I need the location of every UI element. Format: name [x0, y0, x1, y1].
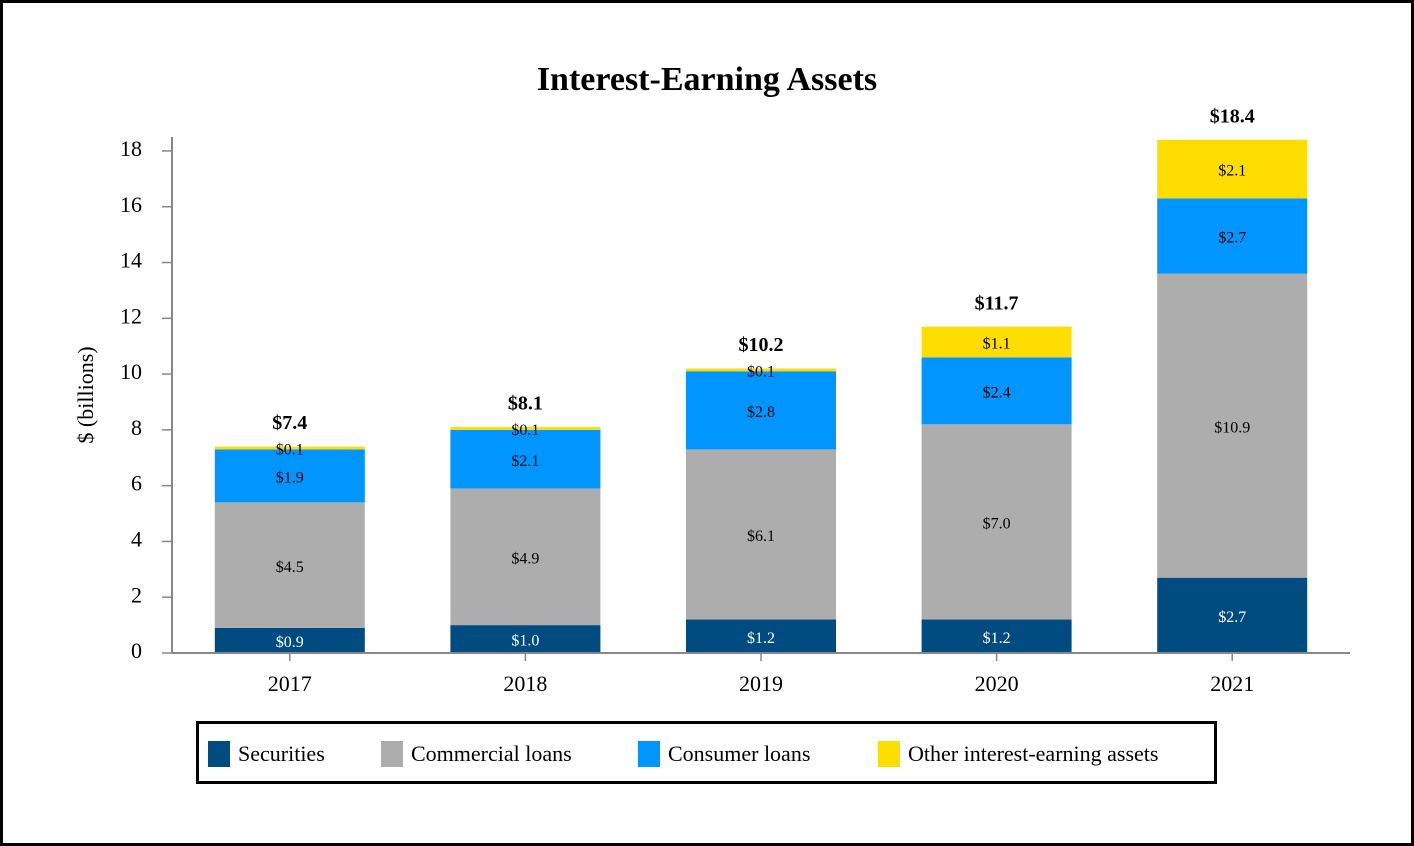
- value-label: $0.1: [747, 364, 775, 381]
- legend-label: Securities: [238, 741, 325, 766]
- bar-segment: [450, 488, 601, 626]
- bar-segment: [214, 502, 365, 628]
- total-label: $8.1: [508, 393, 543, 415]
- legend-swatch: [208, 741, 230, 767]
- bar-segment: [921, 326, 1072, 358]
- value-label: $4.5: [276, 559, 304, 576]
- value-label: $1.9: [276, 470, 304, 487]
- legend-label: Other interest-earning assets: [908, 741, 1158, 766]
- x-tick-label: 2021: [1210, 671, 1254, 696]
- value-label: $1.1: [983, 336, 1011, 353]
- bar-segment: [921, 357, 1072, 425]
- bar-segment: [450, 625, 601, 653]
- y-tick-label: 12: [120, 303, 142, 328]
- value-label: $10.9: [1214, 419, 1250, 436]
- bar-segment: [214, 446, 365, 450]
- bar-segment: [1157, 577, 1308, 653]
- bar-segment: [686, 449, 836, 620]
- legend-swatch: [878, 741, 900, 767]
- value-label: $2.7: [1218, 230, 1246, 247]
- y-tick-label: 2: [131, 582, 142, 607]
- value-label: $6.1: [747, 528, 775, 545]
- y-axis-label: $ (billions): [73, 346, 98, 443]
- y-tick-label: 4: [131, 526, 142, 551]
- y-tick-label: 10: [120, 359, 142, 384]
- bar-segment: [450, 427, 601, 430]
- value-label: $7.0: [983, 516, 1011, 533]
- total-label: $10.2: [739, 334, 784, 356]
- x-tick-label: 2020: [975, 671, 1019, 696]
- legend-swatch: [381, 741, 403, 767]
- y-tick-label: 14: [120, 248, 142, 273]
- y-tick-label: 6: [131, 471, 142, 496]
- bar-segment: [1157, 273, 1308, 578]
- x-tick-label: 2017: [268, 671, 312, 696]
- bar-segment: [214, 627, 365, 653]
- x-tick-label: 2018: [503, 671, 547, 696]
- bar-segment: [450, 429, 601, 489]
- y-tick-label: 18: [120, 136, 142, 161]
- bar-segment: [214, 449, 365, 503]
- chart-title: Interest-Earning Assets: [537, 61, 877, 98]
- value-label: $0.9: [276, 634, 304, 651]
- legend-swatch: [638, 741, 660, 767]
- bar-segment: [686, 619, 836, 653]
- value-label: $2.1: [1218, 163, 1246, 180]
- bar-segment: [921, 424, 1072, 620]
- bar-segment: [1157, 139, 1308, 199]
- legend-box: [196, 721, 1217, 784]
- bar-segment: [921, 619, 1072, 653]
- value-label: $4.9: [511, 550, 539, 567]
- bar-segment: [1157, 198, 1308, 274]
- value-label: $2.4: [983, 384, 1011, 401]
- value-label: $0.1: [276, 442, 304, 459]
- value-label: $1.2: [747, 630, 775, 647]
- value-label: $0.1: [511, 422, 539, 439]
- value-label: $1.2: [983, 630, 1011, 647]
- legend-label: Consumer loans: [668, 741, 810, 766]
- x-tick-label: 2019: [739, 671, 783, 696]
- legend-label: Commercial loans: [411, 741, 572, 766]
- value-label: $2.8: [747, 404, 775, 421]
- value-label: $2.1: [511, 453, 539, 470]
- total-label: $11.7: [975, 292, 1019, 314]
- value-label: $1.0: [511, 633, 539, 650]
- bar-segment: [686, 368, 836, 372]
- y-tick-label: 0: [131, 638, 142, 663]
- total-label: $7.4: [272, 412, 307, 434]
- total-label: $18.4: [1210, 105, 1255, 127]
- y-tick-label: 8: [131, 415, 142, 440]
- y-tick-label: 16: [120, 192, 142, 217]
- value-label: $2.7: [1218, 609, 1246, 626]
- bar-segment: [686, 371, 836, 450]
